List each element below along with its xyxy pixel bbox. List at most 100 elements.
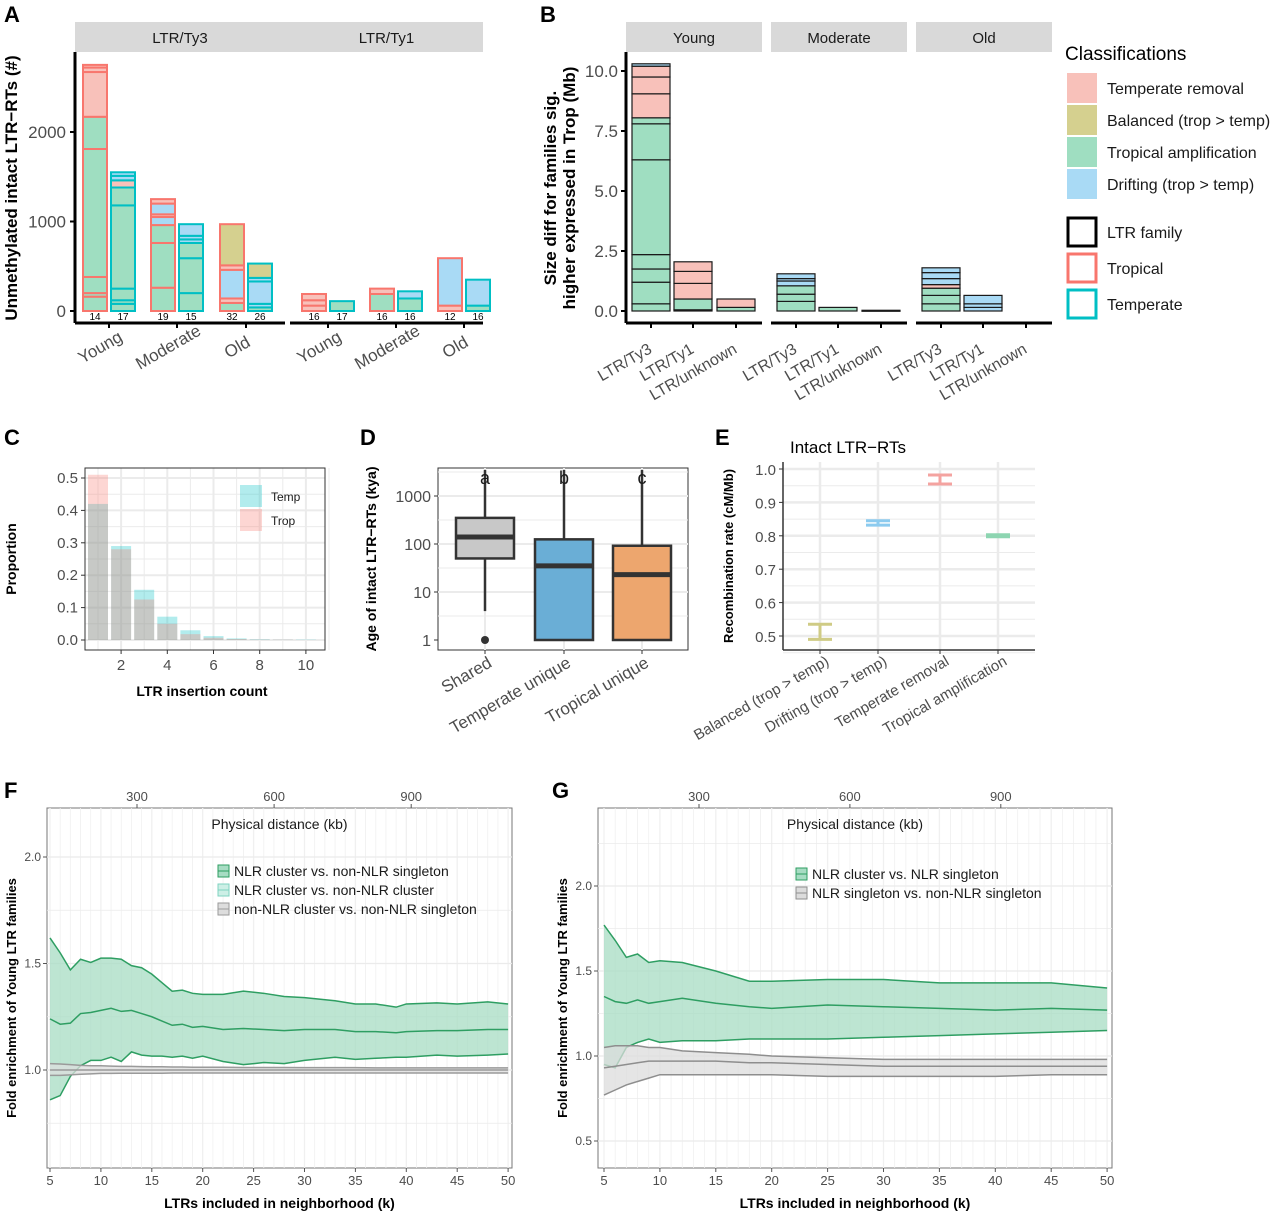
bar-temp: [88, 503, 108, 640]
x-tick-label: 10: [94, 1173, 108, 1188]
series-line-lower: [49, 1051, 509, 1101]
y-tick-label: 0.5: [57, 470, 78, 487]
bar-count-label: 17: [336, 312, 348, 323]
legend-label: LTR family: [1107, 225, 1182, 242]
bar-segment: [178, 223, 204, 237]
legend-swatch: [1067, 169, 1097, 199]
y-tick-label: 1.0: [575, 1049, 592, 1063]
bar-segment: [150, 224, 176, 244]
legend-swatch: [1067, 105, 1097, 135]
legend-label: NLR cluster vs. NLR singleton: [812, 866, 999, 882]
bar-segment: [631, 76, 671, 95]
significance-letter: b: [559, 468, 569, 488]
x-tick-label: 30: [297, 1173, 311, 1188]
bar-segment: [110, 287, 136, 302]
bar-temp: [180, 630, 201, 640]
y-tick-label: 2.0: [575, 879, 592, 893]
x-tick-label: 30: [876, 1173, 890, 1188]
bar-segment: [110, 179, 136, 189]
bar-segment: [631, 63, 671, 67]
x-tick-label: 15: [709, 1173, 723, 1188]
bar-segment: [437, 257, 463, 307]
bar-count-label: 16: [404, 312, 416, 323]
y-tick-label: 2.5: [594, 242, 618, 261]
bar-trop: [180, 634, 201, 640]
x-tick-label: 15: [145, 1173, 159, 1188]
legend-label: Temp: [271, 490, 301, 504]
bar-segment: [219, 301, 245, 313]
y-tick-label: 1.0: [24, 1063, 41, 1077]
bar-temp: [226, 638, 247, 640]
y-axis-label: Proportion: [3, 523, 19, 595]
bar-segment: [631, 159, 671, 256]
bar-segment: [776, 293, 816, 303]
top-tick-label: 900: [400, 789, 422, 804]
legend-label: Trop: [271, 514, 296, 528]
bar-segment: [818, 306, 858, 312]
y-tick-label: 1: [422, 633, 431, 650]
bar-segment: [397, 290, 423, 300]
legend-label: Tropical: [1107, 261, 1163, 278]
bar-count-label: 12: [444, 312, 456, 323]
y-tick-label: 1.5: [575, 964, 592, 978]
bar-segment: [110, 302, 136, 312]
panel-label-E: E: [715, 425, 730, 450]
bar-segment: [921, 287, 961, 297]
significance-letter: c: [638, 468, 647, 488]
bar-trop: [111, 549, 132, 640]
series-line-mean: [49, 1007, 509, 1034]
y-axis-label: Fold enrichment of Young LTR families: [4, 878, 19, 1118]
bar-temp: [203, 636, 224, 640]
panel-label-G: G: [552, 778, 569, 803]
box: [533, 538, 595, 642]
y-tick-label: 10.0: [585, 62, 618, 81]
series-line-lower: [50, 1072, 509, 1077]
x-axis-label: LTRs included in neighborhood (k): [164, 1195, 395, 1211]
plot-border-c: [84, 467, 326, 651]
bar-segment: [776, 285, 816, 295]
x-tick-label: 10: [298, 657, 315, 674]
bar-segment: [397, 297, 423, 313]
y-tick-label: 0.0: [594, 302, 618, 321]
bar-segment: [329, 300, 355, 312]
bar-segment: [921, 278, 961, 286]
y-tick-label: 0.5: [575, 1134, 592, 1148]
bar-segment: [631, 303, 671, 312]
y-tick-label: 0.9: [755, 495, 776, 512]
y-tick-label: 0.3: [57, 535, 78, 552]
bar-segment: [631, 268, 671, 283]
y-axis-label: Unmethylated intact LTR−RTs (#): [2, 55, 21, 320]
y-tick-label: 0.2: [57, 567, 78, 584]
bar-segment: [150, 202, 176, 216]
series-line-mean: [603, 995, 1108, 1011]
series-line-lower: [603, 1073, 1108, 1096]
x-tick-label: 6: [209, 657, 217, 674]
legend-label: NLR cluster vs. non-NLR cluster: [234, 882, 434, 898]
bar-segment: [631, 93, 671, 119]
facet-strip-b: [626, 22, 762, 52]
bar-trop: [226, 639, 247, 640]
bar-segment: [82, 71, 108, 118]
bar-segment: [82, 115, 108, 151]
legend-label: NLR cluster vs. non-NLR singleton: [234, 863, 449, 879]
bar-count-label: 16: [472, 312, 484, 323]
bar-segment: [631, 65, 671, 78]
facet-label: Old: [972, 30, 995, 47]
bar-segment: [110, 204, 136, 290]
y-tick-label: 2000: [28, 123, 66, 142]
legend-label: Temperate: [1107, 297, 1183, 314]
legend-outline-swatch: [1066, 252, 1098, 284]
y-tick-label: 10: [413, 585, 431, 602]
x-tick-label: 45: [1044, 1173, 1058, 1188]
y-tick-label: 5.0: [594, 182, 618, 201]
bar-segment: [861, 309, 901, 312]
plot-area-e: [783, 462, 1035, 650]
confidence-band: [50, 937, 509, 1100]
top-tick-label: 600: [263, 789, 285, 804]
x-tick-label: 5: [46, 1173, 53, 1188]
chart-title: Intact LTR−RTs: [790, 438, 906, 457]
bar-segment: [219, 223, 245, 267]
series-line-upper: [603, 924, 1108, 989]
bar-segment: [110, 171, 136, 177]
y-tick-label: 1000: [28, 213, 66, 232]
